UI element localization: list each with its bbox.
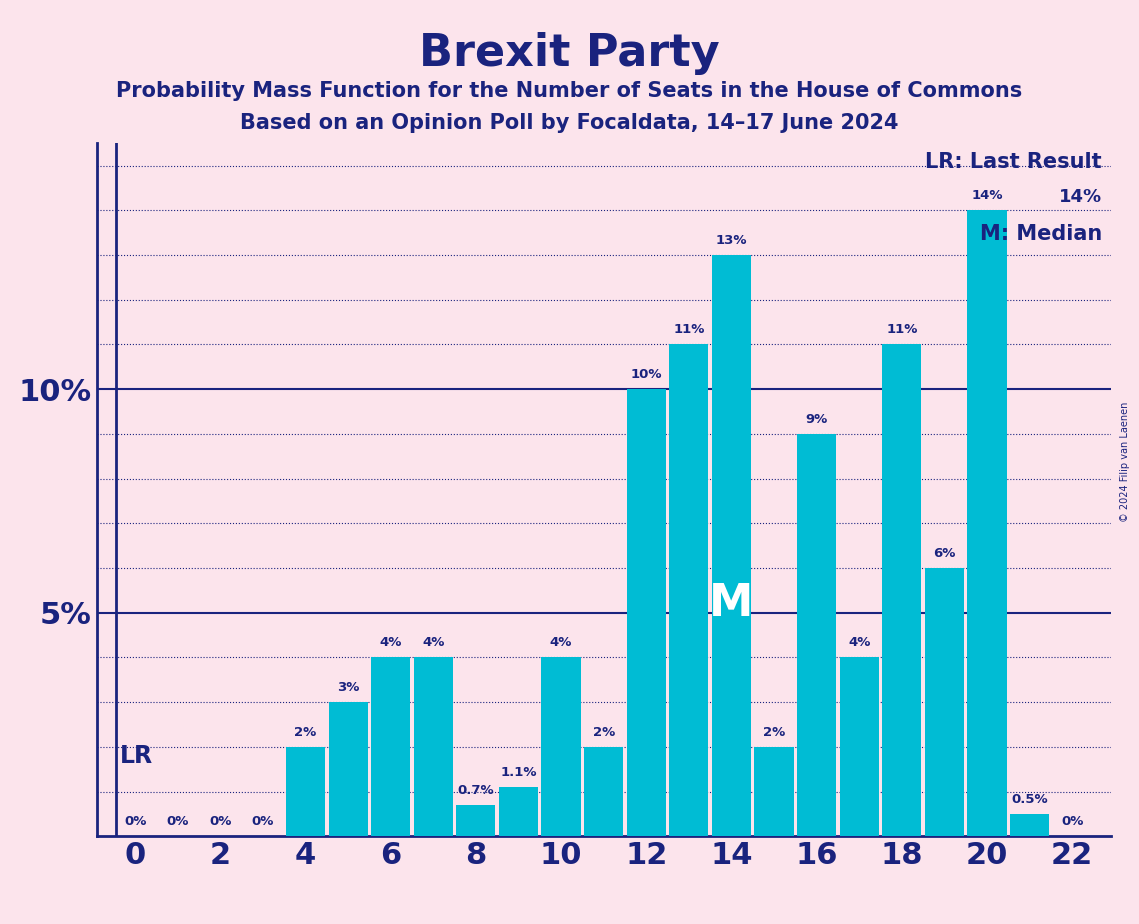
Bar [413,657,453,836]
Bar [626,389,666,836]
Bar [371,657,410,836]
Bar [754,747,794,836]
Bar [1010,814,1049,836]
Bar [712,255,751,836]
Text: © 2024 Filip van Laenen: © 2024 Filip van Laenen [1121,402,1130,522]
Bar [541,657,581,836]
Text: 0%: 0% [166,815,189,828]
Text: M: Median: M: Median [980,224,1103,244]
Text: 14%: 14% [972,189,1002,202]
Bar [457,805,495,836]
Text: 4%: 4% [550,637,572,650]
Text: 0%: 0% [252,815,274,828]
Text: 2%: 2% [592,725,615,739]
Text: 13%: 13% [715,234,747,247]
Bar [286,747,325,836]
Text: LR: LR [121,744,154,768]
Text: 0%: 0% [210,815,231,828]
Text: 1.1%: 1.1% [500,766,536,779]
Bar [883,345,921,836]
Text: 11%: 11% [673,323,705,336]
Text: M: M [710,582,754,626]
Text: 10%: 10% [631,368,662,381]
Text: 11%: 11% [886,323,918,336]
Bar [967,211,1007,836]
Text: 0.7%: 0.7% [458,784,494,796]
Bar [925,568,964,836]
Text: 9%: 9% [805,413,828,426]
Bar [328,702,368,836]
Text: Based on an Opinion Poll by Focaldata, 14–17 June 2024: Based on an Opinion Poll by Focaldata, 1… [240,113,899,133]
Text: 2%: 2% [763,725,785,739]
Text: 0%: 0% [124,815,146,828]
Text: 0.5%: 0.5% [1011,793,1048,806]
Text: 4%: 4% [849,637,870,650]
Bar [797,434,836,836]
Text: 14%: 14% [1059,188,1103,206]
Bar [670,345,708,836]
Text: LR: Last Result: LR: Last Result [925,152,1103,172]
Text: Probability Mass Function for the Number of Seats in the House of Commons: Probability Mass Function for the Number… [116,81,1023,102]
Text: 3%: 3% [337,681,359,694]
Text: 2%: 2% [294,725,317,739]
Bar [584,747,623,836]
Bar [839,657,879,836]
Text: Brexit Party: Brexit Party [419,32,720,76]
Text: 4%: 4% [379,637,402,650]
Text: 6%: 6% [933,547,956,560]
Text: 0%: 0% [1062,815,1083,828]
Text: 4%: 4% [423,637,444,650]
Bar [499,787,538,836]
